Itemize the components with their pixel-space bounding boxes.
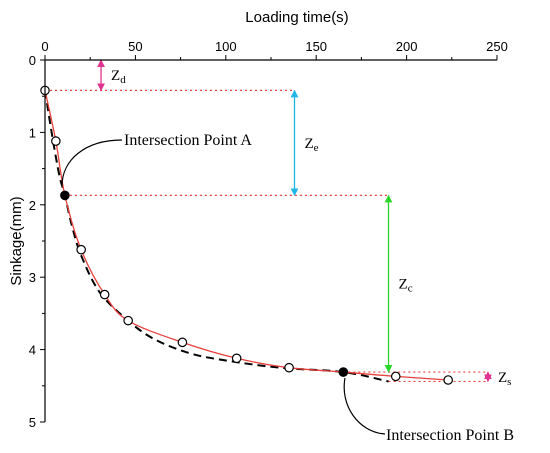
dimension-label: Ze	[305, 136, 319, 154]
dashed-series-line	[44, 90, 389, 383]
data-point	[76, 244, 86, 255]
y-tick-label: 4	[29, 343, 36, 358]
intersection-annotation-a: Intersection Point A	[61, 132, 252, 187]
data-point	[99, 289, 110, 300]
x-tick-label: 50	[128, 39, 142, 54]
x-tick-label: 250	[486, 39, 508, 54]
dimension-label: Zd	[111, 68, 126, 86]
y-tick-label: 1	[29, 125, 36, 140]
intersection-point	[338, 367, 348, 377]
x-tick-label: 150	[305, 39, 327, 54]
dimension-label: Zs	[498, 370, 511, 388]
data-point	[51, 136, 61, 146]
dimension-label: Zc	[399, 277, 413, 295]
x-axis-title: Loading time(s)	[245, 9, 348, 26]
x-tick-label: 200	[396, 39, 418, 54]
data-point	[443, 375, 453, 385]
x-tick-label: 100	[215, 39, 237, 54]
annotation-b-label: Intersection Point B	[386, 427, 514, 444]
data-point	[284, 362, 294, 373]
axes-layer: 0 50 100 150 200 250 0 1 2 3 4 5	[29, 39, 508, 430]
reference-lines-layer	[45, 89, 488, 383]
x-tick-label: 0	[41, 39, 48, 54]
data-point	[177, 337, 188, 348]
y-axis-title: Sinkage(mm)	[8, 196, 25, 285]
annotation-b-leader	[343, 377, 386, 435]
y-tick-label: 3	[29, 270, 36, 285]
y-tick-label: 2	[29, 198, 36, 213]
data-point	[390, 371, 401, 382]
y-tick-label: 5	[29, 415, 36, 430]
series-layer	[40, 85, 453, 385]
intersection-point	[60, 190, 70, 200]
data-point	[231, 353, 242, 364]
dimension-arrows-layer: Zd Ze Zc Zs	[97, 59, 511, 388]
annotation-a-leader	[61, 139, 123, 187]
intersection-annotation-b: Intersection Point B	[343, 377, 514, 444]
y-tick-label: 0	[29, 53, 36, 68]
annotation-a-label: Intersection Point A	[124, 132, 252, 149]
data-point	[123, 315, 133, 326]
